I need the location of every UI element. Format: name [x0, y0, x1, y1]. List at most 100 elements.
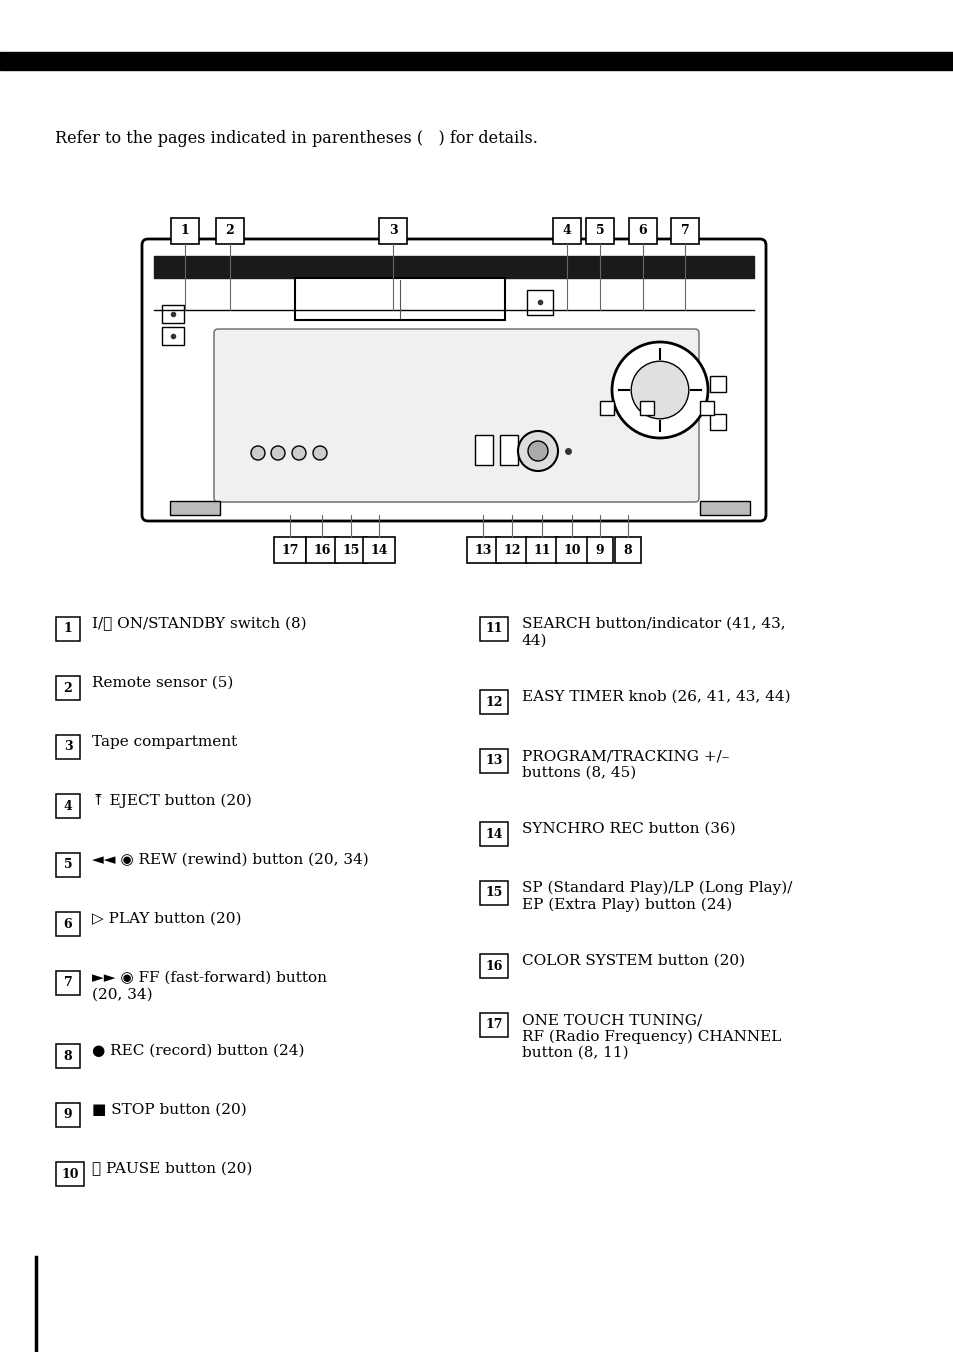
Text: 5: 5	[595, 224, 603, 238]
Text: 13: 13	[474, 544, 491, 557]
Text: SP (Standard Play)/LP (Long Play)/
EP (Extra Play) button (24): SP (Standard Play)/LP (Long Play)/ EP (E…	[521, 882, 792, 913]
Text: ▷ PLAY button (20): ▷ PLAY button (20)	[91, 913, 241, 926]
Text: 12: 12	[485, 695, 502, 708]
Text: 11: 11	[485, 622, 502, 635]
Text: 8: 8	[64, 1049, 72, 1063]
Text: 4: 4	[562, 224, 571, 238]
Text: Remote sensor (5): Remote sensor (5)	[91, 676, 233, 690]
Text: 15: 15	[342, 544, 359, 557]
Bar	[56, 617, 80, 641]
Text: I/⏻ ON/STANDBY switch (8): I/⏻ ON/STANDBY switch (8)	[91, 617, 306, 631]
Bar	[700, 502, 749, 515]
Bar	[153, 256, 753, 279]
Circle shape	[527, 441, 547, 461]
Circle shape	[517, 431, 558, 470]
Text: 16: 16	[485, 960, 502, 972]
Bar	[479, 749, 507, 773]
FancyBboxPatch shape	[213, 329, 699, 502]
Text: 6: 6	[64, 918, 72, 930]
Bar	[709, 376, 725, 392]
Text: 9: 9	[595, 544, 603, 557]
Text: 7: 7	[64, 976, 72, 990]
Text: 1: 1	[180, 224, 190, 238]
Bar	[363, 537, 395, 562]
Text: 14: 14	[370, 544, 387, 557]
Bar	[56, 1103, 80, 1128]
Text: 7: 7	[679, 224, 689, 238]
Text: 11: 11	[533, 544, 550, 557]
Circle shape	[631, 361, 688, 419]
Text: 17: 17	[485, 1018, 502, 1032]
Bar	[56, 971, 80, 995]
Bar	[479, 1013, 507, 1037]
Bar	[335, 537, 367, 562]
Text: 14: 14	[485, 827, 502, 841]
Text: 2: 2	[226, 224, 234, 238]
Bar	[499, 435, 517, 465]
Text: 6: 6	[638, 224, 647, 238]
Text: 3: 3	[388, 224, 396, 238]
Text: 15: 15	[485, 887, 502, 899]
Text: COLOR SYSTEM button (20): COLOR SYSTEM button (20)	[521, 955, 744, 968]
Text: 2: 2	[64, 681, 72, 695]
Text: EASY TIMER knob (26, 41, 43, 44): EASY TIMER knob (26, 41, 43, 44)	[521, 690, 790, 704]
Bar	[56, 1044, 80, 1068]
Text: ONE TOUCH TUNING/
RF (Radio Frequency) CHANNEL
button (8, 11): ONE TOUCH TUNING/ RF (Radio Frequency) C…	[521, 1013, 781, 1060]
Bar	[475, 435, 493, 465]
Text: 3: 3	[64, 741, 72, 753]
Text: 12: 12	[503, 544, 520, 557]
Text: SYNCHRO REC button (36): SYNCHRO REC button (36)	[521, 822, 735, 836]
Bar	[615, 537, 640, 562]
Text: PROGRAM/TRACKING +/–
buttons (8, 45): PROGRAM/TRACKING +/– buttons (8, 45)	[521, 749, 729, 779]
Bar	[306, 537, 337, 562]
Bar	[274, 537, 306, 562]
Bar	[670, 218, 699, 243]
Text: 10: 10	[61, 1168, 79, 1180]
Bar	[56, 794, 80, 818]
Bar	[479, 617, 507, 641]
Circle shape	[251, 446, 265, 460]
Text: ►► ◉ FF (fast-forward) button
(20, 34): ►► ◉ FF (fast-forward) button (20, 34)	[91, 971, 327, 1002]
Text: ◄◄ ◉ REW (rewind) button (20, 34): ◄◄ ◉ REW (rewind) button (20, 34)	[91, 853, 369, 867]
Bar	[526, 289, 553, 315]
Text: 4: 4	[64, 799, 72, 813]
Bar	[556, 537, 587, 562]
Bar	[162, 327, 184, 345]
Text: ⏸ PAUSE button (20): ⏸ PAUSE button (20)	[91, 1161, 253, 1176]
Bar	[56, 853, 80, 877]
Bar	[628, 218, 657, 243]
Bar	[479, 882, 507, 904]
Text: 5: 5	[64, 859, 72, 872]
Text: 16: 16	[313, 544, 331, 557]
Bar	[215, 218, 244, 243]
Text: 17: 17	[281, 544, 298, 557]
Bar	[162, 306, 184, 323]
Bar	[553, 218, 580, 243]
Text: 10: 10	[562, 544, 580, 557]
Bar	[467, 537, 498, 562]
Bar	[170, 502, 220, 515]
Bar	[585, 218, 614, 243]
Bar	[639, 402, 654, 415]
Bar	[56, 676, 80, 700]
Text: Tape compartment: Tape compartment	[91, 735, 237, 749]
Bar	[496, 537, 527, 562]
Circle shape	[313, 446, 327, 460]
Text: SEARCH button/indicator (41, 43,
44): SEARCH button/indicator (41, 43, 44)	[521, 617, 785, 648]
Text: Refer to the pages indicated in parentheses (   ) for details.: Refer to the pages indicated in parenthe…	[55, 130, 537, 147]
Bar	[479, 690, 507, 714]
Circle shape	[612, 342, 707, 438]
Text: 8: 8	[623, 544, 632, 557]
Text: ⤒ EJECT button (20): ⤒ EJECT button (20)	[91, 794, 252, 808]
Bar	[599, 402, 614, 415]
Text: 13: 13	[485, 754, 502, 768]
Text: ■ STOP button (20): ■ STOP button (20)	[91, 1103, 247, 1117]
Bar	[700, 402, 713, 415]
Bar	[56, 735, 80, 758]
Bar	[0, 51, 953, 70]
Circle shape	[292, 446, 306, 460]
Bar	[709, 414, 725, 430]
Text: 9: 9	[64, 1109, 72, 1122]
Bar	[56, 1161, 84, 1186]
Circle shape	[271, 446, 285, 460]
